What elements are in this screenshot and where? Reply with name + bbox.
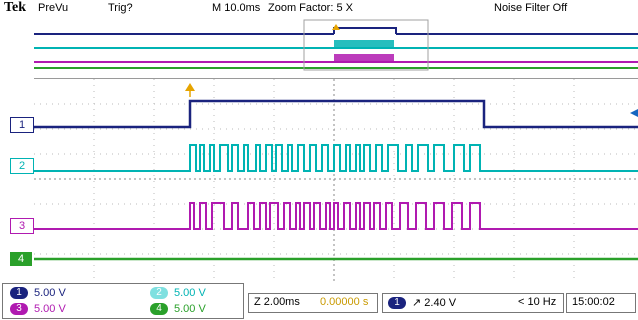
channel-2-trace [34, 144, 638, 172]
channel-3-badge: 3 [10, 303, 28, 316]
zoom-factor-readout: Zoom Factor: 5 X [268, 2, 353, 14]
channel-1-scale-value: 5.00 V [34, 287, 66, 299]
channel-4-number: 4 [17, 253, 25, 265]
channel-1-number: 1 [18, 119, 26, 131]
timebase-readout: M 10.0ms [212, 2, 261, 14]
acquisition-mode: PreVu [38, 2, 69, 14]
trigger-status: Trig? [108, 2, 133, 14]
overview-traces [34, 18, 638, 74]
clock-panel [566, 293, 636, 313]
trigger-position-readout: 0.00000 s [320, 296, 369, 308]
channel-3-trace [34, 202, 638, 230]
channel-2-scale[interactable]: 2 5.00 V [150, 287, 206, 300]
trigger-level-icon [630, 109, 638, 117]
trigger-level: ↗ 2.40 V [412, 297, 457, 309]
waveform-graticule [34, 79, 638, 282]
channel-1-trace [34, 99, 638, 129]
frequency-readout: < 10 Hz [518, 296, 557, 308]
channel-3-scale-value: 5.00 V [34, 303, 66, 315]
channel-4-marker[interactable]: 4 [10, 252, 32, 266]
channel-1-marker[interactable]: 1 [10, 117, 34, 133]
channel-2-badge: 2 [150, 287, 168, 300]
channel-2-number: 2 [18, 160, 26, 172]
trigger-source: 1 ↗ 2.40 V [388, 296, 457, 310]
channel-4-scale[interactable]: 4 5.00 V [150, 303, 206, 316]
waveform-display[interactable] [34, 78, 638, 282]
status-bar: 1 5.00 V 2 5.00 V 3 5.00 V 4 5.00 V Z 2.00ms… [0, 283, 638, 320]
horizontal-panel[interactable] [248, 293, 378, 313]
channel-3-marker[interactable]: 3 [10, 218, 34, 234]
channel-2-marker[interactable]: 2 [10, 158, 34, 174]
trigger-panel[interactable] [382, 293, 564, 313]
channel-2-scale-value: 5.00 V [174, 287, 206, 299]
overview-trigger-icon [332, 24, 340, 30]
channel-1-badge: 1 [10, 287, 28, 300]
trigger-position-icon [185, 83, 195, 91]
brand-logo: Tek [4, 0, 27, 15]
channel-4-badge: 4 [150, 303, 168, 316]
noise-filter-status: Noise Filter Off [494, 2, 568, 14]
channel-4-scale-value: 5.00 V [174, 303, 206, 315]
header-bar: Tek PreVu Trig? M 10.0ms Zoom Factor: 5 … [0, 0, 638, 18]
channel-3-number: 3 [18, 220, 26, 232]
overview-window[interactable] [34, 18, 638, 74]
trigger-source-badge: 1 [388, 297, 406, 310]
channel-3-scale[interactable]: 3 5.00 V [10, 303, 66, 316]
clock-readout: 15:00:02 [572, 296, 615, 308]
channel-1-scale[interactable]: 1 5.00 V [10, 287, 66, 300]
channel-scale-panel [2, 283, 244, 319]
zoom-timebase: Z 2.00ms [254, 296, 300, 308]
